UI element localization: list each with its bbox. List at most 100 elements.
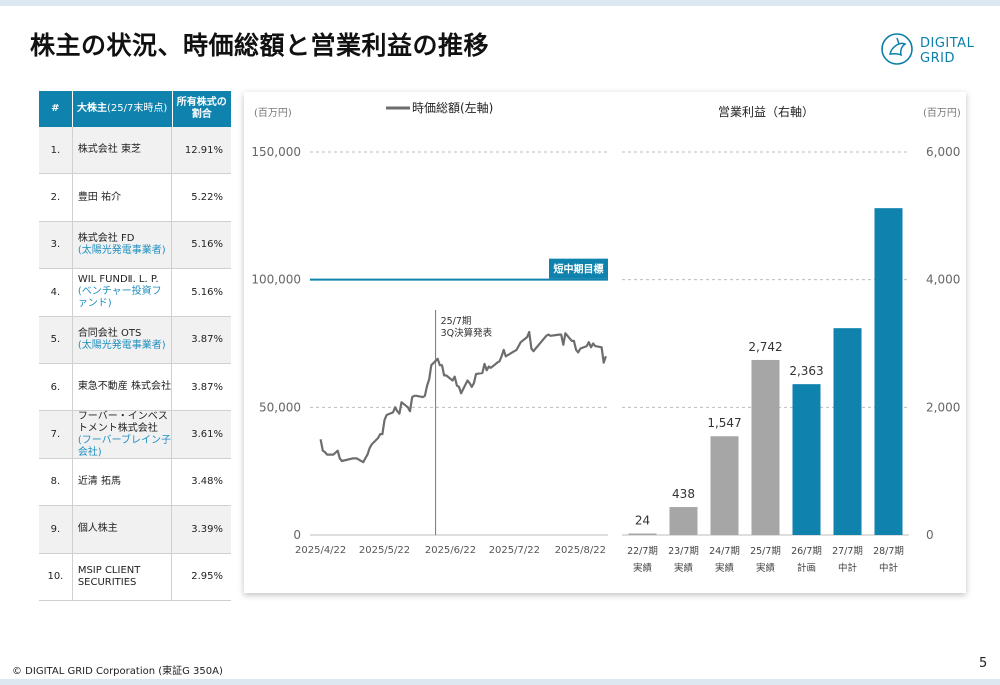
- bar-value-label: 24: [635, 513, 650, 527]
- holder-description: (太陽光発電事業者): [77, 244, 166, 256]
- left-y-tick-label: 100,000: [251, 273, 301, 287]
- row-holder: 東急不動産 株式会社: [73, 363, 173, 411]
- row-ratio: 5.16%: [191, 239, 223, 251]
- row-number: 6.: [39, 363, 73, 411]
- row-ratio: 3.48%: [191, 476, 223, 488]
- holder-name: 合同会社 OTS: [77, 327, 142, 339]
- bottom-frame: [0, 679, 1000, 685]
- row-holder: 近清 拓馬: [73, 458, 173, 506]
- bar-category-type: 実績: [674, 562, 694, 574]
- bar-category-period: 24/7期: [709, 546, 740, 557]
- page-number: 5: [979, 656, 988, 671]
- holder-name: WIL FUNDⅡ. L. P.: [77, 274, 159, 286]
- bar-category-type: 実績: [633, 562, 653, 574]
- x-tick-date: 2025/6/22: [425, 545, 476, 556]
- operating-profit-bar: [751, 359, 780, 535]
- event-label-line2: 3Q決算発表: [441, 327, 493, 339]
- row-holder: MSIP CLIENT SECURITIES: [73, 553, 173, 600]
- operating-profit-bar: [710, 436, 739, 535]
- table-row: 8. 近清 拓馬 3.48%: [39, 458, 231, 507]
- holder-description: (フーバーブレイン子会社): [77, 434, 172, 458]
- row-ratio: 12.91%: [184, 144, 223, 156]
- bar-category-period: 23/7期: [668, 546, 699, 557]
- footer-copyright: © DIGITAL GRID Corporation (東証G 350A): [12, 666, 223, 677]
- operating-profit-bar: [669, 507, 698, 535]
- row-number: 8.: [39, 458, 73, 506]
- bar-value-label: 1,547: [707, 416, 741, 430]
- top-frame: [0, 0, 1000, 6]
- bar-value-label: 438: [672, 487, 695, 501]
- bar-category-type: 中計: [838, 562, 858, 574]
- bar-category-type: 実績: [715, 562, 735, 574]
- holder-name: フーバー・インベストメント株式会社: [77, 410, 168, 434]
- table-header: # 大株主 (25/7末時点) 所有株式の 割合: [39, 91, 231, 127]
- company-logo: DIGITAL GRID: [878, 28, 978, 72]
- row-ratio: 3.39%: [191, 523, 223, 535]
- row-holder: 株式会社 FD (太陽光発電事業者): [73, 221, 173, 269]
- table-row: 5. 合同会社 OTS (太陽光発電事業者) 3.87%: [39, 316, 231, 364]
- bar-category-period: 22/7期: [627, 546, 658, 557]
- right-y-tick-label: 4,000: [926, 273, 960, 287]
- bar-category-type: 中計: [879, 562, 899, 574]
- left-y-tick-label: 0: [293, 528, 301, 542]
- row-ratio: 3.87%: [191, 334, 223, 346]
- table-row: 4. WIL FUNDⅡ. L. P. (ベンチャー投資ファンド) 5.16%: [39, 269, 231, 317]
- operating-profit-bar: [874, 208, 903, 535]
- line-legend-label: 時価総額(左軸): [412, 100, 493, 115]
- event-label-line1: 25/7期: [441, 316, 472, 327]
- x-tick-date: 2025/5/22: [359, 545, 410, 556]
- row-number: 10.: [39, 553, 73, 600]
- row-number: 5.: [39, 316, 73, 363]
- bar-category-period: 26/7期: [791, 546, 822, 557]
- row-number: 3.: [39, 221, 73, 269]
- table-row: 7. フーバー・インベストメント株式会社 (フーバーブレイン子会社) 3.61%: [39, 410, 231, 459]
- bar-chart-title: 営業利益（右軸）: [718, 104, 814, 119]
- market-cap-line: [319, 330, 607, 464]
- right-y-tick-label: 2,000: [926, 400, 960, 414]
- logo-wordmark: DIGITAL GRID: [920, 36, 974, 66]
- bar-category-period: 27/7期: [832, 546, 863, 557]
- shareholder-table: # 大株主 (25/7末時点) 所有株式の 割合 1. 株式会社 東芝 12.91% 2…: [39, 91, 231, 601]
- holder-name: 東急不動産 株式会社: [77, 381, 171, 393]
- bar-value-label: 2,742: [748, 340, 782, 354]
- header-ratio: 所有株式の 割合: [173, 91, 231, 127]
- operating-profit-bar: [792, 384, 821, 535]
- right-axis-unit: (百万円): [923, 107, 961, 119]
- bar-category-period: 28/7期: [873, 546, 904, 557]
- right-y-tick-label: 0: [926, 528, 934, 542]
- operating-profit-bar: [833, 328, 862, 535]
- row-ratio: 2.95%: [191, 571, 223, 583]
- x-tick-date: 2025/8/22: [555, 545, 606, 556]
- holder-name: 株式会社 東芝: [77, 144, 141, 156]
- table-row: 6. 東急不動産 株式会社 3.87%: [39, 363, 231, 412]
- row-holder: 個人株主: [73, 506, 173, 553]
- row-ratio: 5.16%: [191, 286, 223, 298]
- page-title: 株主の状況、時価総額と営業利益の推移: [30, 31, 490, 60]
- header-holder-sub: (25/7末時点): [107, 103, 168, 114]
- row-holder: 豊田 祐介: [73, 174, 173, 221]
- row-holder: WIL FUNDⅡ. L. P. (ベンチャー投資ファンド): [73, 269, 173, 316]
- table-row: 2. 豊田 祐介 5.22%: [39, 174, 231, 222]
- logo-line1: DIGITAL: [920, 36, 975, 51]
- row-ratio: 5.22%: [191, 192, 223, 204]
- row-number: 9.: [39, 506, 73, 553]
- operating-profit-bar: [628, 533, 657, 535]
- row-ratio: 3.87%: [191, 381, 223, 393]
- row-holder: フーバー・インベストメント株式会社 (フーバーブレイン子会社): [73, 410, 173, 458]
- row-number: 1.: [39, 127, 73, 174]
- header-holder: 大株主 (25/7末時点): [73, 91, 173, 127]
- logo-line2: GRID: [920, 51, 955, 66]
- header-ratio-line1: 所有株式の: [176, 97, 227, 108]
- left-y-tick-label: 150,000: [251, 145, 301, 159]
- bar-category-type: 計画: [797, 562, 816, 574]
- left-y-tick-label: 50,000: [259, 400, 301, 414]
- left-axis-unit: (百万円): [254, 107, 292, 119]
- header-no: #: [39, 91, 73, 127]
- table-body: 1. 株式会社 東芝 12.91% 2. 豊田 祐介 5.22% 3. 株式会社 FD (太陽光…: [39, 127, 231, 601]
- row-holder: 株式会社 東芝: [73, 127, 173, 174]
- chart-panel: (百万円) (百万円) 時価総額(左軸) 営業利益（右軸） 0 50,000 100,000…: [244, 92, 966, 593]
- bar-value-label: 2,363: [789, 364, 823, 378]
- logo-mark-icon: [881, 33, 913, 65]
- table-row: 3. 株式会社 FD (太陽光発電事業者) 5.16%: [39, 221, 231, 270]
- holder-description: (ベンチャー投資ファンド): [77, 286, 162, 310]
